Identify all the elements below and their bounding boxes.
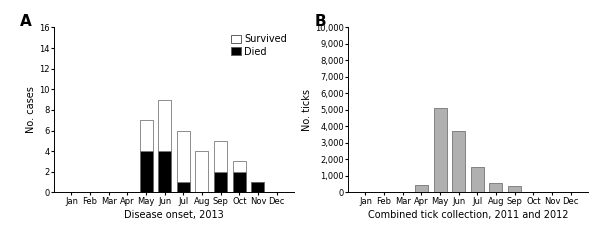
- Bar: [158, 151, 171, 192]
- Bar: [415, 185, 428, 192]
- Bar: [158, 100, 171, 151]
- Bar: [140, 151, 152, 192]
- Bar: [471, 167, 484, 192]
- Bar: [177, 131, 190, 182]
- Bar: [140, 120, 152, 151]
- Bar: [490, 183, 502, 192]
- X-axis label: Combined tick collection, 2011 and 2012: Combined tick collection, 2011 and 2012: [368, 210, 568, 220]
- X-axis label: Disease onset, 2013: Disease onset, 2013: [124, 210, 224, 220]
- Bar: [527, 191, 540, 192]
- Bar: [214, 172, 227, 192]
- Legend: Survived, Died: Survived, Died: [229, 32, 289, 59]
- Bar: [251, 182, 265, 192]
- Bar: [233, 172, 246, 192]
- Y-axis label: No. ticks: No. ticks: [302, 89, 312, 131]
- Y-axis label: No. cases: No. cases: [26, 87, 37, 133]
- Text: A: A: [20, 14, 32, 29]
- Bar: [434, 108, 446, 192]
- Bar: [452, 131, 465, 192]
- Bar: [233, 161, 246, 172]
- Text: B: B: [314, 14, 326, 29]
- Bar: [177, 182, 190, 192]
- Bar: [508, 186, 521, 192]
- Bar: [214, 141, 227, 172]
- Bar: [196, 151, 208, 192]
